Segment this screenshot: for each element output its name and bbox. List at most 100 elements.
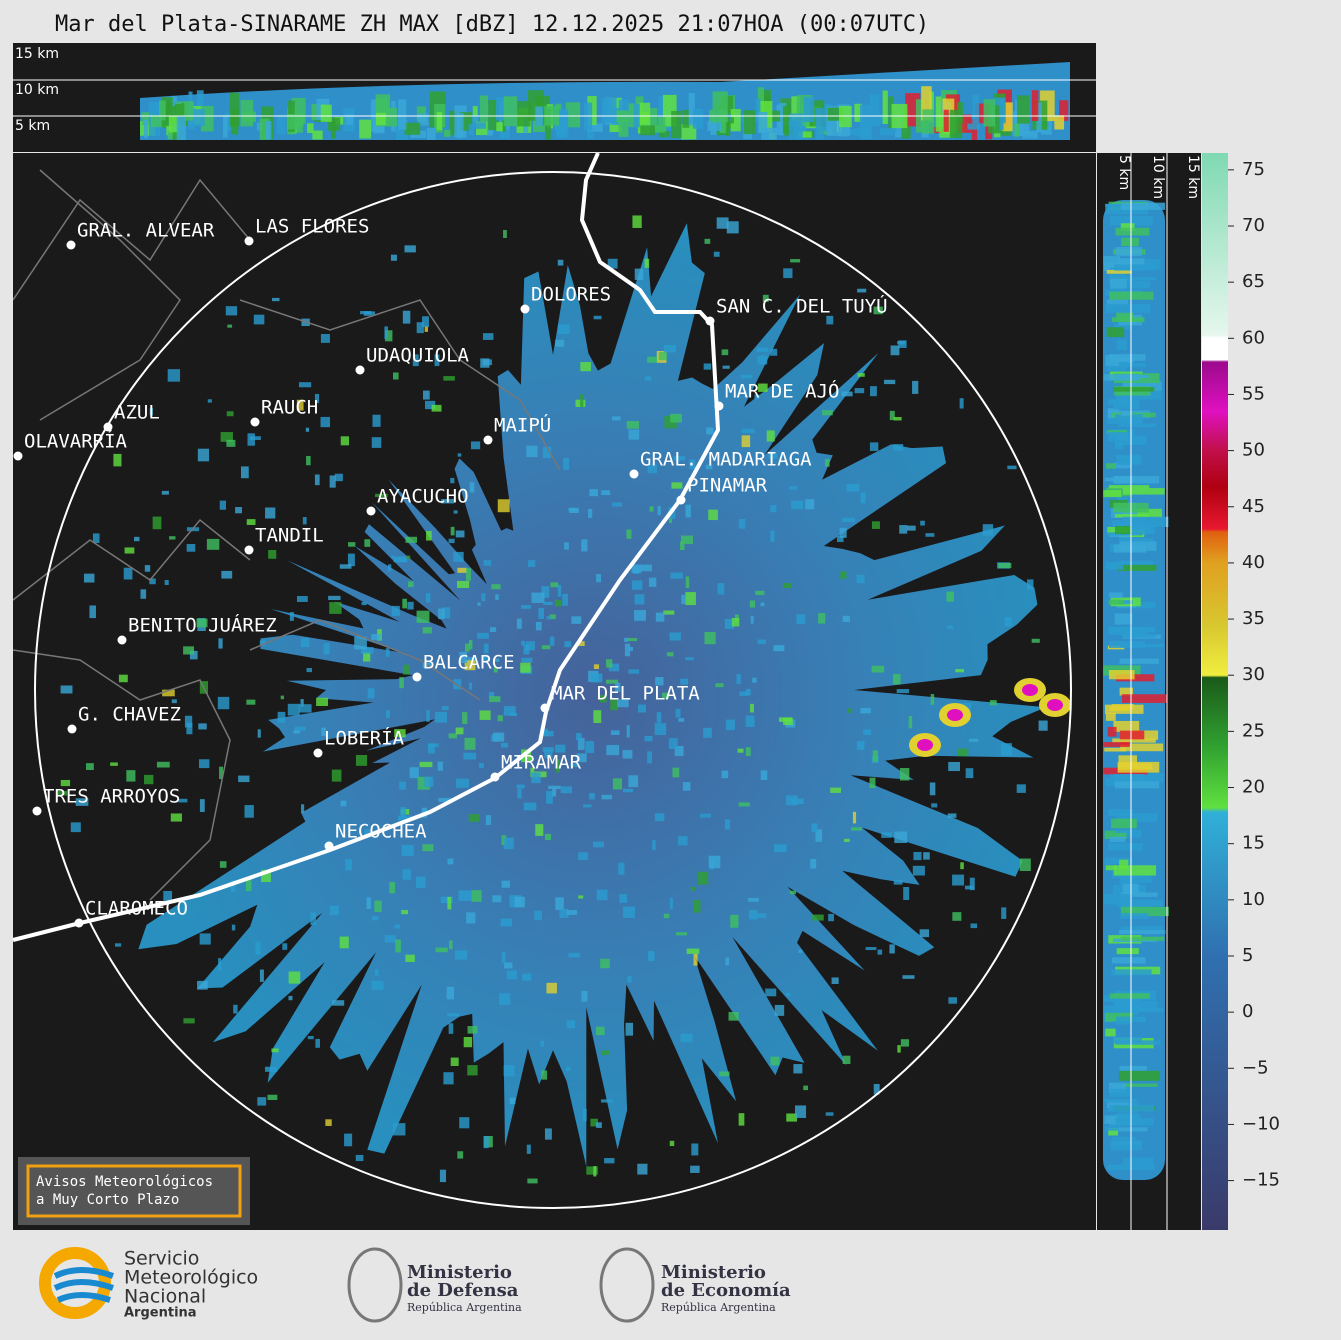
echo-cell <box>873 1083 880 1095</box>
echo-cell <box>1103 374 1141 381</box>
echo-cell <box>786 795 798 806</box>
echo-cell <box>825 1112 834 1116</box>
echo-cell <box>648 108 658 132</box>
echo-cell <box>468 814 480 822</box>
echo-cell <box>798 949 803 953</box>
echo-cell <box>1119 1065 1147 1071</box>
echo-cell <box>894 831 908 844</box>
echo-cell <box>647 464 657 474</box>
echo-cell <box>1122 508 1162 518</box>
echo-cell <box>344 1133 353 1147</box>
echo-cell <box>1022 130 1038 139</box>
echo-cell <box>682 782 691 791</box>
echo-cell <box>60 779 71 787</box>
echo-cell <box>1105 463 1116 469</box>
echo-cell <box>305 427 310 432</box>
city-label: TRES ARROYOS <box>43 786 180 808</box>
echo-cell <box>860 492 866 504</box>
echo-cell <box>851 827 862 831</box>
echo-cell <box>134 536 140 542</box>
echo-cell <box>669 632 681 641</box>
echo-cell <box>770 1056 780 1066</box>
colorbar-label: 50 <box>1242 440 1265 461</box>
echo-cell <box>631 564 642 574</box>
echo-cell <box>521 640 525 646</box>
echo-cell <box>785 993 791 997</box>
echo-cell <box>774 1004 785 1016</box>
echo-cell <box>869 94 880 127</box>
height-label: 10 km <box>1150 155 1166 199</box>
echo-cell <box>416 610 430 623</box>
echo-cell <box>110 762 118 766</box>
storm-core <box>947 709 963 721</box>
echo-cell <box>1122 634 1156 638</box>
echo-cell <box>364 539 371 547</box>
echo-cell <box>1104 857 1133 865</box>
echo-cell <box>542 728 548 737</box>
echo-cell <box>765 988 777 997</box>
echo-cell <box>329 602 342 614</box>
echo-cell <box>415 876 426 888</box>
echo-cell <box>402 310 411 324</box>
echo-cell <box>1114 264 1156 271</box>
echo-cell <box>839 105 852 128</box>
emblem <box>599 1247 655 1323</box>
echo-cell <box>1114 526 1131 535</box>
echo-cell <box>959 398 964 409</box>
echo-cell <box>634 594 645 605</box>
echo-cell <box>719 1071 730 1077</box>
echo-cell <box>457 567 468 573</box>
echo-cell <box>314 474 320 486</box>
echo-cell <box>340 436 350 446</box>
smn-waves <box>53 1267 115 1303</box>
echo-cell <box>509 1097 516 1104</box>
echo-cell <box>271 1048 279 1053</box>
echo-cell <box>441 499 454 504</box>
city-dot <box>117 635 127 645</box>
echo-cell <box>535 824 544 836</box>
echo-cell <box>485 815 492 825</box>
echo-cell <box>478 763 484 768</box>
echo-cell <box>483 560 492 566</box>
echo-cell <box>340 800 347 807</box>
echo-cell <box>438 797 451 803</box>
echo-cell <box>652 840 656 851</box>
echo-cell <box>355 754 368 766</box>
echo-cell <box>310 912 317 925</box>
echo-cell <box>563 457 569 471</box>
echo-cell <box>893 444 904 451</box>
echo-cell <box>450 477 455 484</box>
echo-cell <box>677 836 688 846</box>
echo-cell <box>550 582 559 588</box>
echo-cell <box>622 750 633 759</box>
echo-cell <box>877 949 883 955</box>
echo-cell <box>1017 95 1030 124</box>
echo-cell <box>464 643 470 652</box>
echo-cell <box>704 238 711 244</box>
echo-cell <box>634 610 646 621</box>
echo-cell <box>447 896 452 910</box>
echo-cell <box>1000 743 1012 756</box>
echo-cell <box>1108 485 1150 489</box>
logo-text: Servicio <box>124 1248 199 1270</box>
echo-cell <box>479 710 491 720</box>
echo-cell <box>840 571 847 579</box>
echo-cell <box>601 794 612 800</box>
echo-cell <box>749 600 756 608</box>
echo-cell <box>296 596 308 602</box>
echo-cell <box>277 711 286 723</box>
echo-cell <box>468 640 473 650</box>
echo-cell <box>277 115 286 135</box>
city-dot <box>705 316 715 326</box>
echo-cell <box>608 663 620 672</box>
echo-cell <box>287 703 300 716</box>
echo-cell <box>1109 706 1130 712</box>
city-label: MAR DEL PLATA <box>551 683 700 705</box>
emblem <box>347 1247 403 1323</box>
echo-cell <box>881 832 892 838</box>
range-ring <box>34 171 1072 1209</box>
echo-cell <box>786 1113 798 1122</box>
echo-cell <box>788 486 798 490</box>
city-dot <box>313 748 323 758</box>
echo-cell <box>1105 303 1151 313</box>
